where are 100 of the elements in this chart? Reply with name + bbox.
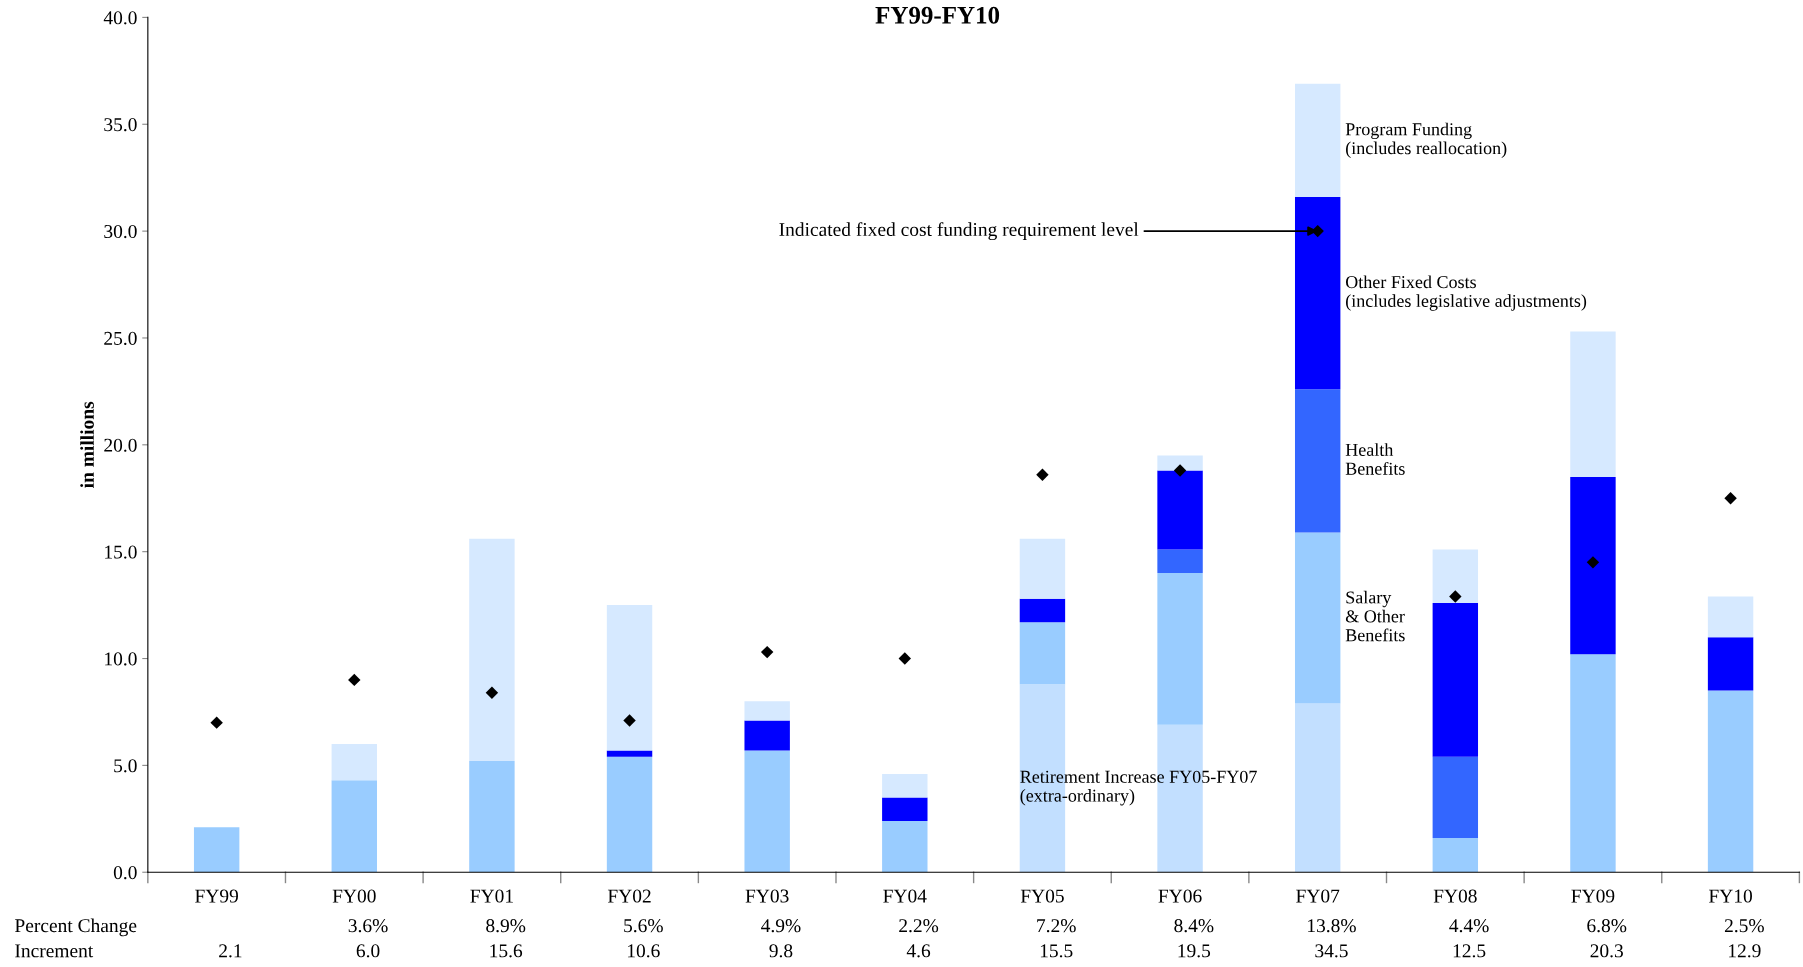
y-tick-label: 15.0 [105,545,137,559]
text: 34.5 [1315,944,1348,958]
bar [1432,838,1479,873]
text: 2.5% [1724,919,1764,933]
series-label: Salary & Other Benefits [1345,590,1405,642]
y-tick-label: 10.0 [105,652,137,666]
bar [1294,389,1341,533]
chart-title: FY99-FY10 [875,6,1000,24]
y-tick-label: 25.0 [104,331,137,345]
text: 2.2% [899,919,939,933]
text: 20.3 [1590,944,1623,958]
text: 12.9 [1729,944,1761,958]
bar [606,605,653,751]
x-tick-label: FY08 [1433,889,1477,903]
x-tick-label: FY00 [332,889,376,903]
bar [469,538,515,762]
bar [744,720,790,751]
text: 4.6 [906,944,931,958]
y-tick-label: 5.0 [114,759,137,773]
bar [1432,602,1479,757]
bar [1707,637,1754,691]
text: 5.6% [624,919,663,933]
point [1449,590,1462,603]
bar [1294,83,1341,197]
text: 4.9% [761,919,801,933]
bar [1019,622,1066,685]
x-tick-label: FY06 [1158,889,1202,903]
x-tick-label: FY99 [195,889,239,903]
bar [744,701,790,721]
y-tick-label: 0.0 [113,866,137,880]
bar [1294,532,1341,704]
bar [1570,654,1616,873]
bar [1570,476,1616,655]
x-tick-label: FY10 [1708,889,1752,903]
series-label: Program Funding (includes reallocation) [1345,122,1507,158]
bar [1432,756,1479,839]
bar [1157,455,1203,471]
bar [1019,598,1066,623]
bar [1707,690,1754,873]
bar [1707,596,1754,638]
bar [1019,538,1066,599]
y-axis-title: in millions [80,401,94,488]
text: 6.0 [356,944,380,958]
series-label: Retirement Increase FY05-FY07 (extra-ordinary) [1020,770,1257,806]
bar [1570,331,1616,477]
point [1724,492,1737,505]
y-tick-label: 35.0 [104,118,137,132]
bar [606,750,653,757]
point [1173,464,1187,477]
x-tick-label: FY02 [607,889,651,903]
bar [331,744,377,781]
text: 15.6 [490,944,523,958]
point [1586,556,1600,569]
text: Increment [15,944,94,958]
point [1036,468,1049,481]
bar [882,773,928,798]
bar [1294,703,1341,873]
point [210,716,223,729]
series-label: Other Fixed Costs (includes legislative adjustments) [1345,275,1587,311]
text: 12.5 [1453,944,1486,958]
x-tick-label: FY09 [1571,889,1615,903]
text: 8.4% [1174,919,1214,933]
text: 3.6% [348,919,388,933]
series-label: Health Benefits [1345,443,1405,475]
bar [1294,196,1341,390]
bar [1157,470,1203,550]
text: 7.2% [1037,919,1076,933]
bar [606,756,653,873]
point [485,686,499,699]
y-tick-label: 40.0 [103,11,137,25]
text: 4.4% [1449,919,1489,933]
point [1311,224,1324,238]
point [760,645,774,659]
text: 13.8% [1308,919,1356,933]
bar [744,750,790,873]
y-tick-label: 20.0 [104,438,137,452]
bar [1157,549,1203,574]
x-tick-label: FY03 [745,889,789,903]
x-tick-label: FY04 [883,889,927,903]
point [898,652,912,665]
point [348,673,361,687]
text: 10.6 [628,944,660,958]
text: 19.5 [1178,944,1211,958]
y-tick-label: 30.0 [104,224,137,239]
text: 2.1 [219,944,242,958]
x-tick-label: FY01 [470,889,513,903]
text: 15.5 [1040,944,1073,958]
text: 6.8% [1587,919,1627,933]
x-tick-label: FY07 [1296,889,1340,903]
x-tick-label: FY05 [1020,889,1064,903]
text: 9.8 [769,944,793,958]
bar [882,797,928,821]
point [623,714,636,727]
annotation: Indicated fixed cost funding requirement level [779,222,1139,241]
bar [1432,549,1479,603]
text: 8.9% [486,919,526,933]
bar [469,761,515,873]
bar [1157,573,1203,725]
text: Percent Change [14,918,137,937]
bar [331,780,377,873]
